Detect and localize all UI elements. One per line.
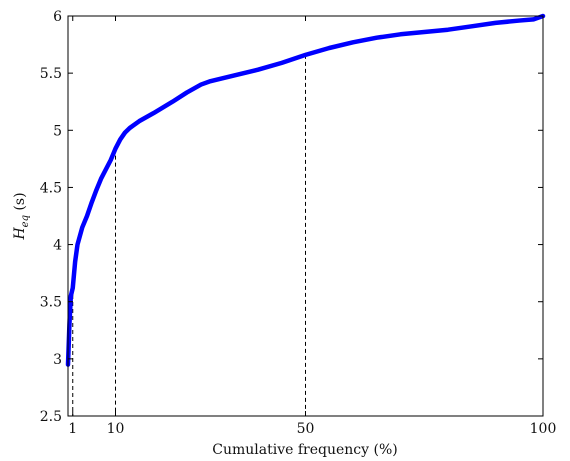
x-axis-ticks: 1 10 50 100	[68, 16, 556, 437]
series-line	[65, 13, 546, 367]
y-tick-label: 2.5	[40, 409, 62, 425]
data-series	[65, 13, 546, 367]
x-axis-label: Cumulative frequency (%)	[212, 442, 397, 458]
y-axis-label-sub: eq	[20, 215, 31, 227]
y-tick-label: 4.5	[40, 180, 62, 196]
y-axis-ticks: 2.5 3 3.5 4 4.5 5 5.5 6	[40, 9, 543, 425]
y-tick-label: 4	[53, 238, 62, 254]
y-tick-label: 3	[53, 352, 62, 368]
y-axis-label-main: H	[12, 227, 28, 241]
x-tick-label: 100	[530, 421, 557, 437]
reference-lines	[72, 54, 306, 416]
y-axis-label-unit: (s)	[12, 192, 28, 215]
y-tick-label: 3.5	[40, 295, 62, 311]
x-tick-label: 1	[68, 421, 77, 437]
x-tick-label: 50	[297, 421, 315, 437]
y-axis-label: Heq (s)	[12, 192, 31, 240]
y-tick-label: 5	[53, 123, 62, 139]
x-tick-label: 10	[107, 421, 125, 437]
y-tick-label: 5.5	[40, 66, 62, 82]
y-tick-label: 6	[53, 9, 62, 25]
